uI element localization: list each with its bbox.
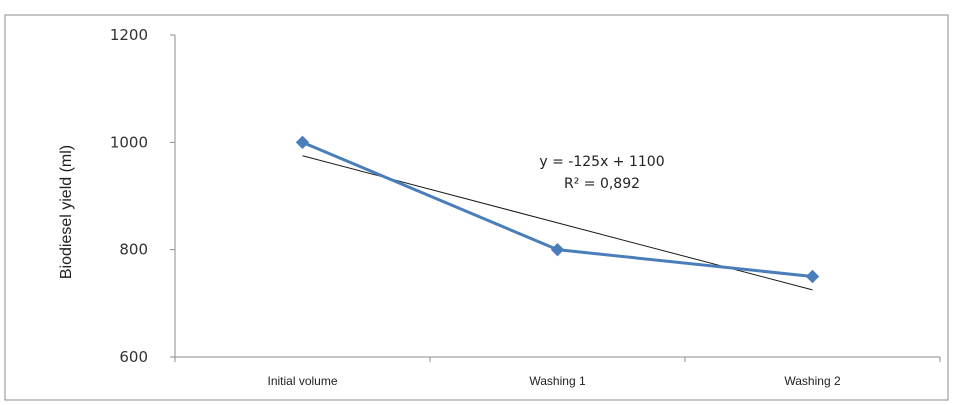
data-point-marker	[805, 269, 820, 284]
x-tick-label: Initial volume	[267, 374, 337, 388]
y-tick-label: 600	[119, 348, 148, 366]
x-tick-label: Washing 2	[784, 374, 841, 388]
axes: 600 800 1000 1200 Initial volume Washing 1 Was…	[110, 26, 941, 388]
trendline-r-squared: R² = 0,892	[564, 176, 640, 192]
trendline-equation: y = -125x + 1100	[539, 154, 664, 170]
data-point-marker	[550, 242, 565, 257]
chart-frame	[4, 14, 949, 401]
x-tick-label: Washing 1	[529, 374, 586, 388]
y-tick-label: 1000	[110, 133, 148, 151]
y-axis-label: Biodiesel yield (ml)	[58, 145, 75, 279]
data-point-marker	[295, 135, 310, 150]
y-tick-label: 800	[119, 241, 148, 259]
series-group	[295, 135, 820, 284]
y-tick-label: 1200	[110, 26, 148, 44]
